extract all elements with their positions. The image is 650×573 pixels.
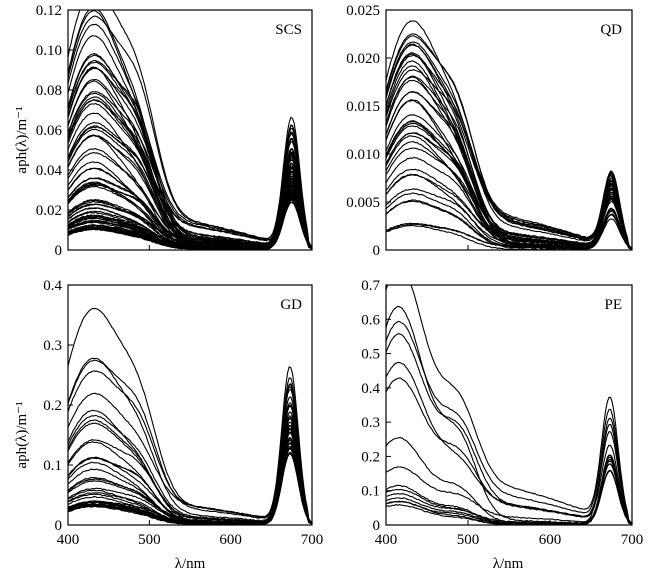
x-axis-label-right: λ/nm (493, 556, 524, 572)
spectrum-line (386, 305, 632, 524)
y-tick-label: 0.4 (43, 278, 62, 294)
spectrum-line (68, 370, 312, 524)
y-tick-label: 0.02 (36, 203, 62, 219)
spectrum-line (386, 41, 632, 249)
x-tick-label: 700 (621, 532, 644, 548)
spectrum-line (386, 114, 632, 250)
plot-frame (385, 284, 633, 526)
spectrum-line (386, 320, 632, 524)
x-tick-label: 700 (301, 532, 324, 548)
x-tick-label: 500 (138, 532, 161, 548)
spectrum-line (68, 417, 312, 524)
panel-tag-gd: GD (280, 297, 302, 313)
y-tick-label: 0.025 (346, 3, 380, 19)
x-tick-label: 400 (375, 532, 398, 548)
spectrum-line (386, 69, 632, 249)
panel-qd: 0 0.005 0.010 0.015 0.020 0.025 QD (346, 3, 633, 259)
y-tick-label: 0.10 (36, 43, 62, 59)
panel-pe: 0 0.1 0.2 0.3 0.4 0.5 0.6 0.7 400 500 600 700 PE (361, 278, 644, 548)
y-tick-label: 0.3 (361, 415, 380, 431)
spectra-group (68, 308, 312, 525)
spectra-group (386, 20, 632, 250)
y-tick-label: 0.1 (43, 458, 62, 474)
y-tick-label: 0.7 (361, 278, 380, 294)
y-tick-label: 0.020 (346, 51, 380, 67)
y-tick-label: 0.1 (361, 484, 380, 500)
y-tick-label: 0.06 (36, 123, 63, 139)
y-tick-label: 0.12 (36, 3, 62, 19)
spectrum-line (386, 20, 632, 249)
spectrum-line (386, 192, 632, 250)
y-tick-label: 0.08 (36, 83, 62, 99)
y-axis-label-bottom: aph(λ)/m⁻¹ (14, 401, 30, 468)
spectrum-line (386, 458, 632, 525)
spectra-group (68, 10, 312, 250)
spectrum-line (68, 443, 312, 525)
spectrum-line (386, 79, 632, 250)
panel-tag-scs: SCS (275, 22, 302, 38)
panel-tag-qd: QD (600, 22, 622, 38)
spectrum-line (386, 76, 632, 249)
y-tick-label: 0.005 (346, 195, 380, 211)
plot-frame (385, 9, 633, 251)
y-tick-label: 0 (373, 243, 381, 259)
spectrum-line (68, 184, 312, 249)
y-tick-label: 0.3 (43, 338, 62, 354)
panel-gd: 0 0.1 0.2 0.3 0.4 400 500 600 700 GD (43, 278, 323, 548)
x-tick-label: 500 (457, 532, 480, 548)
spectrum-line (386, 454, 632, 525)
y-tick-label: 0.015 (346, 99, 380, 115)
y-axis-label-top: aph(λ)/m⁻¹ (14, 106, 30, 173)
x-tick-label: 600 (539, 532, 562, 548)
y-tick-label: 0 (373, 518, 381, 534)
spectrum-line (386, 53, 632, 250)
y-tick-label: 0.6 (361, 312, 380, 328)
x-tick-label: 600 (219, 532, 242, 548)
spectrum-line (386, 377, 632, 525)
x-axis-label-left: λ/nm (175, 556, 206, 572)
spectrum-line (386, 135, 632, 250)
spectrum-line (68, 198, 312, 250)
y-tick-label: 0 (55, 518, 63, 534)
y-tick-label: 0 (55, 243, 63, 259)
spectrum-line (68, 67, 312, 249)
spectrum-line (68, 357, 312, 524)
spectrum-line (386, 285, 632, 524)
spectrum-line (68, 61, 312, 249)
panel-tag-pe: PE (604, 297, 622, 313)
spectrum-line (386, 75, 632, 249)
y-tick-label: 0.5 (361, 347, 380, 363)
spectrum-line (68, 10, 312, 249)
spectrum-line (386, 361, 632, 525)
spectrum-line (68, 53, 312, 249)
y-tick-label: 0.2 (43, 398, 62, 414)
spectrum-line (386, 44, 632, 249)
x-tick-label: 400 (57, 532, 80, 548)
y-tick-label: 0.010 (346, 147, 380, 163)
y-tick-label: 0.04 (36, 163, 63, 179)
y-tick-label: 0.2 (361, 449, 380, 465)
spectrum-line (68, 67, 312, 249)
spectrum-line (68, 10, 312, 248)
panel-scs: 0 0.02 0.04 0.06 0.08 0.10 0.12 SCS (36, 3, 313, 259)
spectra-group (386, 285, 632, 525)
y-tick-label: 0.4 (361, 381, 380, 397)
spectrum-line (68, 436, 312, 525)
